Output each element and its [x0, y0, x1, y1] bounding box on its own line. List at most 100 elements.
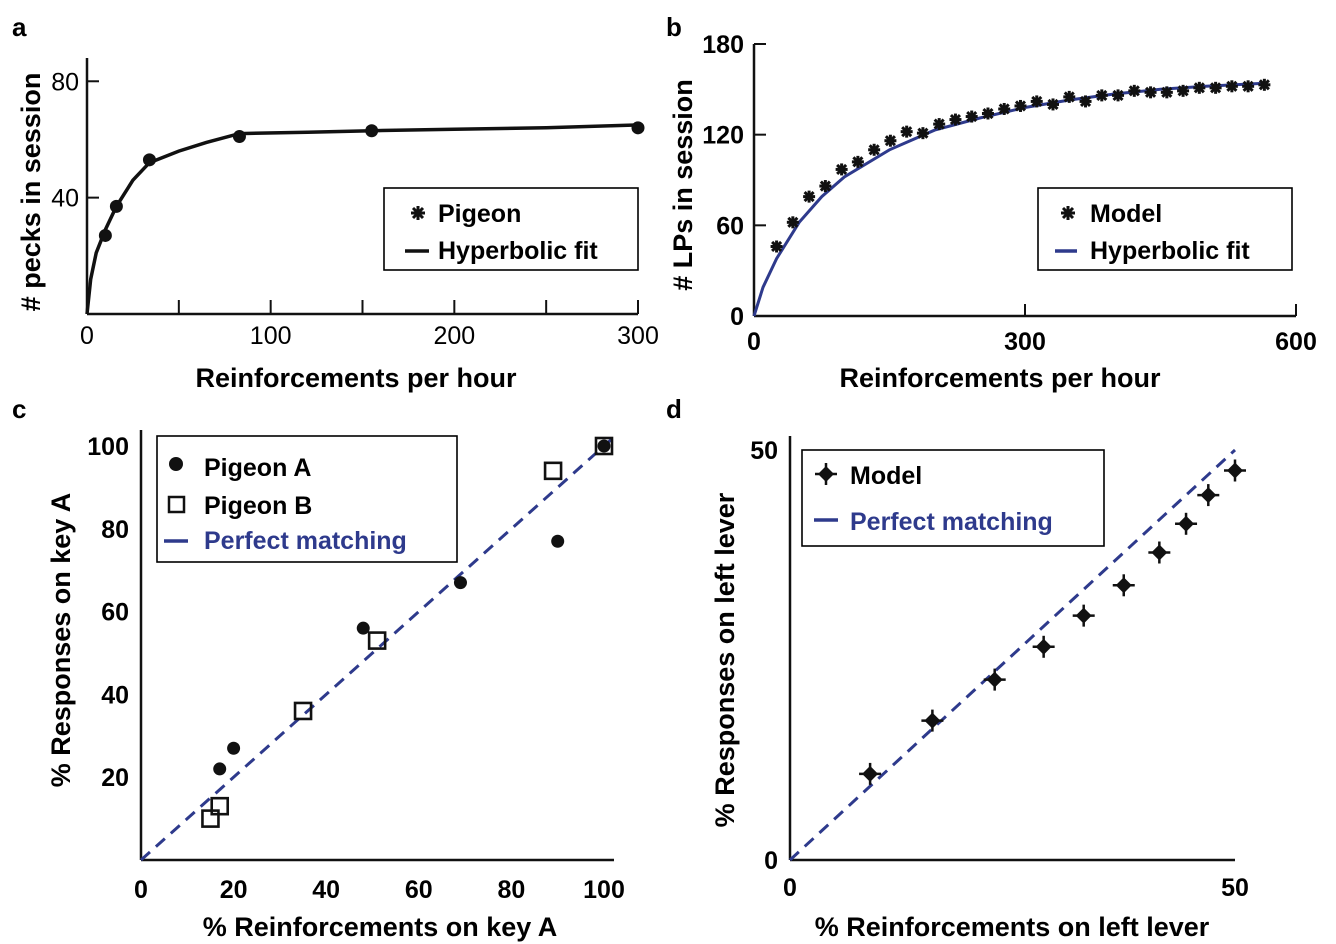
model-data-point: [1258, 78, 1271, 91]
panel-a-plot: 0 100 200 300 40 80: [51, 58, 659, 350]
diamond-marker: [1035, 638, 1052, 655]
model-data-point: [1197, 484, 1220, 507]
x-axis-tick-label: 200: [433, 322, 475, 350]
panel-d-legend-model: Model: [850, 462, 922, 490]
asterisk-stroke: [1079, 95, 1092, 107]
panel-a-legend: Pigeon Hyperbolic fit: [383, 187, 639, 271]
x-axis-tick-label: 20: [220, 876, 248, 904]
diamond-marker: [1200, 487, 1217, 504]
panel-a-legend-fit: Hyperbolic fit: [438, 237, 598, 265]
asterisk-stroke: [982, 107, 994, 120]
pigeon-a-data-point: [453, 576, 467, 590]
panel-c-legend: Pigeon A Pigeon B Perfect matching: [156, 435, 458, 563]
asterisk-stroke: [836, 163, 848, 175]
pigeon-data-point: [109, 199, 123, 213]
model-data-point: [1177, 84, 1190, 97]
asterisk-stroke: [884, 135, 896, 147]
y-axis-tick-label: 80: [101, 516, 129, 544]
legend-asterisk-marker-icon: [1061, 206, 1075, 220]
diamond-marker: [924, 712, 941, 729]
asterisk-stroke: [1177, 85, 1189, 97]
panel-c-plot: 0 20 40 60 80 100 20 40 60 80 100: [87, 430, 625, 904]
asterisk-stroke: [901, 126, 913, 138]
panel-d-legend-matching: Perfect matching: [850, 508, 1053, 536]
x-axis-tick-label: 100: [250, 322, 292, 350]
model-data-point: [916, 127, 929, 140]
x-axis-tick-label: 100: [583, 876, 625, 904]
y-axis-tick-label: 60: [716, 212, 744, 240]
legend-diamond-marker-icon: [815, 463, 837, 485]
hyperbolic-fit-line: [85, 123, 639, 315]
diamond-marker: [1075, 607, 1092, 624]
asterisk-stroke: [771, 240, 783, 253]
panel-b-ylabel: # LPs in session: [668, 79, 698, 291]
y-axis-tick-label: 20: [101, 764, 129, 792]
y-axis-tick-label: 50: [750, 437, 778, 465]
x-axis-tick-label: 0: [747, 328, 761, 356]
perfect-matching-line: [788, 448, 1237, 862]
asterisk-stroke: [933, 118, 945, 130]
asterisk-stroke: [1210, 82, 1222, 94]
asterisk-stroke: [1226, 80, 1238, 92]
panel-c-ylabel: % Responses on key A: [46, 493, 76, 788]
model-data-point: [1072, 604, 1095, 627]
panel-a-label: a: [12, 12, 27, 42]
x-axis-tick-label: 50: [1221, 874, 1249, 902]
asterisk-stroke: [803, 191, 815, 203]
diamond-marker: [862, 765, 879, 782]
x-axis-tick-label: 40: [312, 876, 340, 904]
panel-b-legend-model: Model: [1090, 200, 1162, 228]
diamond-marker: [1115, 577, 1132, 594]
model-data-point: [1030, 95, 1043, 108]
pigeon-a-data-point: [551, 534, 565, 548]
model-data-point: [859, 762, 882, 785]
y-axis-tick-label: 0: [730, 303, 744, 331]
y-axis-tick-label: 180: [702, 31, 744, 59]
asterisk-stroke: [1014, 100, 1027, 112]
model-data-point: [1193, 81, 1206, 94]
diamond-marker: [986, 671, 1003, 688]
model-data-point: [786, 216, 799, 229]
panel-c-legend-pigeon-b: Pigeon B: [204, 492, 312, 520]
panel-d-plot: 0 50 0 50: [750, 436, 1249, 902]
model-data-point: [1160, 86, 1173, 99]
model-data-point: [1112, 89, 1125, 102]
model-data-point: [921, 709, 944, 732]
asterisk-stroke: [1096, 89, 1108, 101]
panel-d-xlabel: % Reinforcements on left lever: [815, 912, 1210, 942]
pigeon-b-data-point: [210, 796, 230, 816]
pigeon-data-point: [142, 153, 156, 167]
panel-d-ylabel: % Responses on left lever: [710, 492, 740, 827]
model-data-point: [1225, 80, 1238, 93]
asterisk-stroke: [1047, 98, 1059, 111]
model-data-point: [1175, 512, 1198, 535]
panel-b-legend-fit: Hyperbolic fit: [1090, 237, 1250, 265]
y-axis-tick-label: 120: [702, 122, 744, 150]
panel-c-legend-pigeon-a: Pigeon A: [204, 454, 311, 482]
pigeon-b-data-point: [293, 701, 313, 721]
panel-a-xlabel: Reinforcements per hour: [195, 363, 517, 393]
asterisk-stroke: [1063, 91, 1075, 103]
model-data-point: [851, 155, 864, 168]
model-data-point: [1242, 80, 1255, 93]
pigeon-a-data-point: [227, 741, 241, 755]
asterisk-stroke: [917, 127, 929, 139]
x-axis-tick-label: 300: [617, 322, 659, 350]
model-data-point: [1112, 574, 1135, 597]
x-axis-tick-label: 600: [1275, 328, 1317, 356]
model-data-point: [868, 143, 881, 156]
panel-a-ylabel: # pecks in session: [16, 73, 46, 312]
y-axis-tick-label: 0: [764, 847, 778, 875]
asterisk-stroke: [1258, 79, 1270, 91]
y-axis-tick-label: 60: [101, 599, 129, 627]
model-data-point: [1209, 81, 1222, 94]
legend-filled-circle-icon: [169, 457, 183, 471]
asterisk-stroke: [1242, 80, 1254, 92]
pigeon-b-data-point: [367, 631, 387, 650]
panel-d-label: d: [666, 394, 682, 424]
pigeon-a-data-point: [597, 439, 611, 453]
model-data-point: [770, 240, 783, 253]
asterisk-stroke: [819, 180, 831, 192]
pigeon-b-data-point: [543, 461, 563, 481]
model-data-point: [900, 125, 913, 138]
